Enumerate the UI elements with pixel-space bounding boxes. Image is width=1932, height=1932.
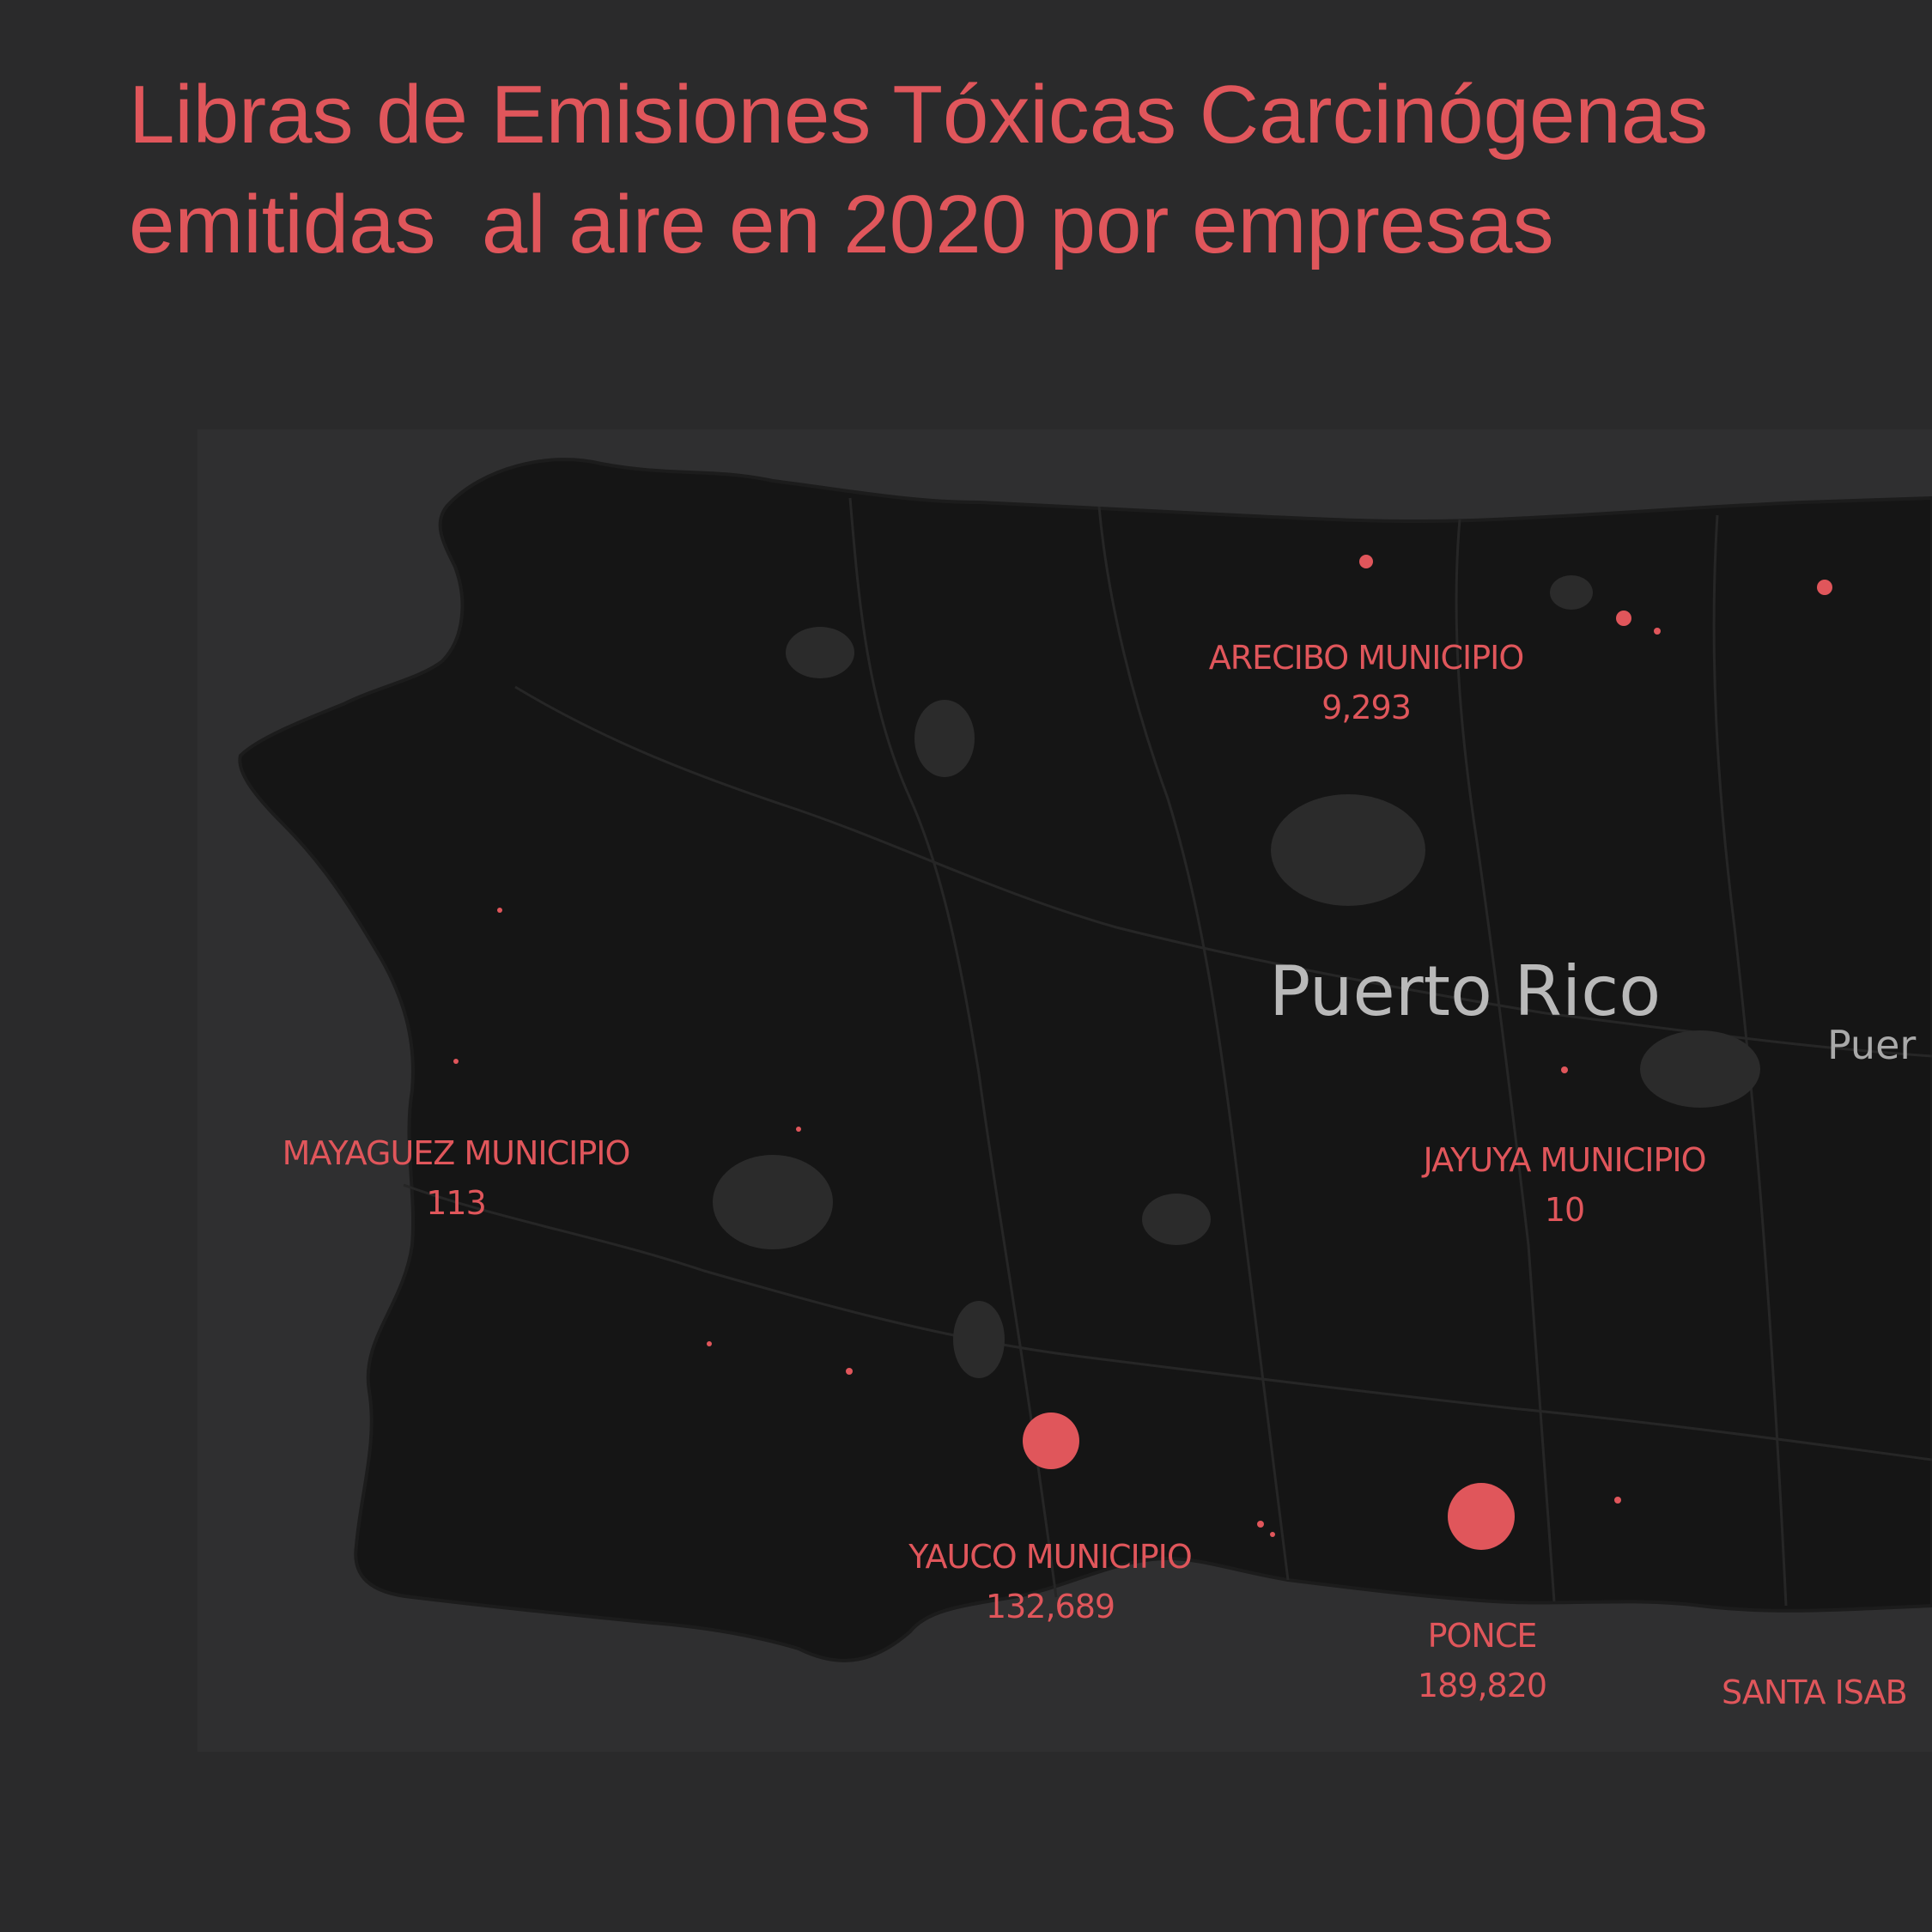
terrain-patch [914,700,975,777]
municipio-name: MAYAGUEZ MUNICIPIO [282,1134,631,1172]
facility-marker[interactable] [1270,1532,1275,1537]
facility-marker[interactable] [1654,628,1661,635]
terrain-patch [1550,575,1593,610]
island-place-label: Puerto Rico [1269,951,1662,1031]
facility-marker[interactable] [796,1127,801,1132]
municipio-value: 132,689 [985,1588,1115,1625]
title-line-1: Libras de Emisiones Tóxicas Carcinógenas [129,69,1709,161]
municipio-name: ARECIBO MUNICIPIO [1208,639,1525,677]
ponce-facility-marker[interactable] [1448,1483,1515,1550]
facility-marker[interactable] [497,908,502,913]
facility-marker[interactable] [453,1059,459,1064]
municipio-value: 189,820 [1417,1667,1547,1704]
boundary-line [848,497,1058,1598]
facility-marker[interactable] [1614,1497,1621,1504]
facility-marker[interactable] [1561,1066,1568,1073]
terrain-patch [713,1155,833,1249]
municipio-value: 113 [426,1184,487,1222]
municipio-value: 9,293 [1321,689,1412,726]
jayuya-label: JAYUYA MUNICIPIO 10 [1423,1135,1707,1235]
boundary-line [1097,506,1290,1581]
municipio-name: PONCE [1427,1617,1538,1655]
boundary-line [1455,519,1556,1602]
city-place-label: Puer [1827,1022,1917,1068]
facility-marker[interactable] [1817,580,1832,595]
boundary-line [514,685,1932,1058]
terrain-patch [1142,1194,1211,1245]
ponce-label: PONCE 189,820 [1417,1611,1547,1710]
municipio-boundaries [403,497,1932,1607]
facility-marker[interactable] [707,1341,712,1346]
terrain-patch [1640,1030,1760,1108]
facility-marker[interactable] [1359,555,1373,568]
terrain-patch [1271,794,1425,906]
facility-marker[interactable] [846,1368,853,1375]
santa-isabel-label: SANTA ISAB [1722,1668,1908,1717]
boundary-line [1712,514,1788,1607]
municipio-name: YAUCO MUNICIPIO [908,1538,1193,1576]
mayaguez-label: MAYAGUEZ MUNICIPIO 113 [282,1128,631,1228]
boundary-line [403,1183,1932,1461]
facility-markers [453,555,1832,1550]
facility-marker[interactable] [1616,611,1631,626]
terrain-patch [953,1301,1005,1378]
terrain-patches [713,575,1760,1378]
facility-marker[interactable] [1257,1521,1264,1528]
yauco-facility-marker[interactable] [1023,1413,1079,1469]
arecibo-label: ARECIBO MUNICIPIO 9,293 [1208,633,1525,732]
municipio-value: 10 [1544,1191,1585,1229]
title-line-2: emitidas al aire en 2020 por empresas [129,179,1554,270]
municipio-name: JAYUYA MUNICIPIO [1423,1141,1707,1179]
terrain-patch [786,627,854,678]
yauco-label: YAUCO MUNICIPIO 132,689 [908,1532,1193,1631]
municipio-name: SANTA ISAB [1722,1674,1908,1711]
map-title: Libras de Emisiones Tóxicas Carcinógenas… [129,60,1889,280]
